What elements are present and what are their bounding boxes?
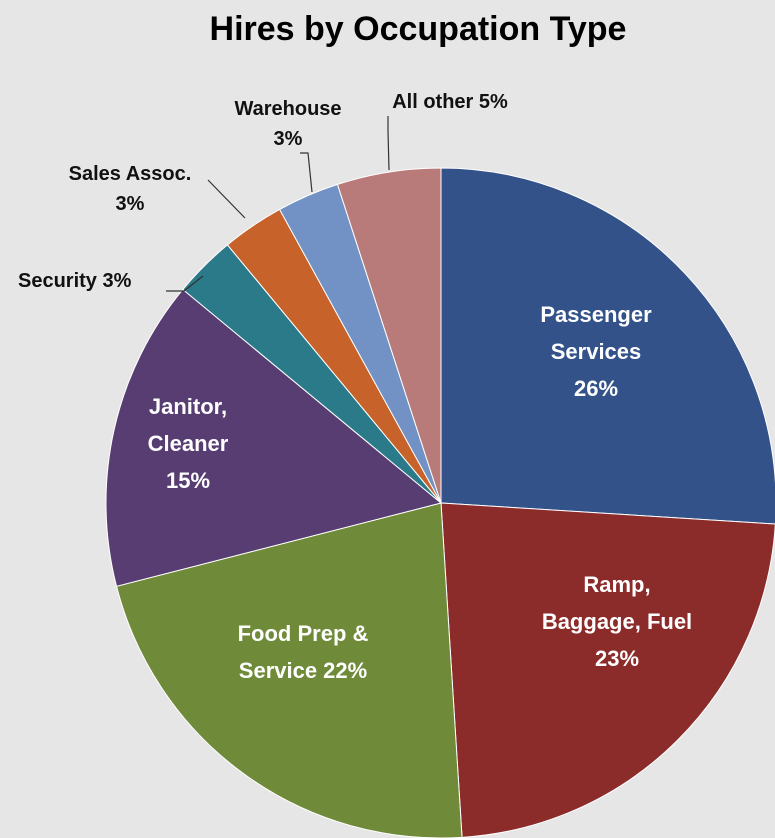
pie-slices: [105, 167, 775, 838]
slice-label-line: Passenger: [540, 302, 652, 327]
slice-label-line: Baggage, Fuel: [542, 609, 692, 634]
slice-label-line: All other 5%: [392, 91, 508, 113]
slice-label-line: 15%: [166, 468, 210, 493]
slice-label-line: Cleaner: [148, 431, 229, 456]
slice-label-line: Services: [551, 339, 642, 364]
slice-label-line: Sales Assoc.: [69, 163, 192, 185]
leader-line-security: [166, 275, 204, 292]
pie-slice-all-other: [336, 167, 442, 504]
leader-line-sales-assoc: [207, 179, 246, 219]
slice-label-food-prep-service: Food Prep & Service 22%: [238, 621, 369, 683]
slice-label-all-other: All other 5%: [392, 91, 508, 113]
slice-labels: Passenger Services 26% Ramp, Baggage, Fuel 23…: [18, 91, 692, 683]
chart-title: Hires by Occupation Type: [210, 10, 627, 48]
pie-slice-passenger-services: [440, 167, 775, 525]
slice-label-line: Ramp,: [583, 572, 650, 597]
leader-line-all-other: [387, 116, 390, 171]
slice-label-security: Security 3%: [18, 270, 132, 292]
slice-label-line: Service 22%: [239, 658, 367, 683]
leader-line-warehouse: [300, 152, 313, 193]
slice-label-line: Security 3%: [18, 270, 132, 292]
slice-label-line: 23%: [595, 646, 639, 671]
leader-lines: [166, 116, 390, 292]
pie-slice-ramp-baggage-fuel: [440, 502, 775, 838]
pie-slice-food-prep-service: [115, 502, 463, 838]
slice-label-line: 3%: [116, 193, 145, 215]
slice-label-warehouse: Warehouse 3%: [234, 98, 341, 150]
slice-label-line: Food Prep &: [238, 621, 369, 646]
slice-label-ramp-baggage-fuel: Ramp, Baggage, Fuel 23%: [542, 572, 692, 671]
pie-slice-janitor-cleaner: [105, 288, 443, 587]
slice-label-line: 3%: [274, 128, 303, 150]
slice-label-line: Warehouse: [234, 98, 341, 120]
slice-label-sales-assoc: Sales Assoc. 3%: [69, 163, 192, 215]
slice-label-janitor-cleaner: Janitor, Cleaner 15%: [148, 394, 229, 493]
slice-label-passenger-services: Passenger Services 26%: [540, 302, 652, 401]
slice-label-line: 26%: [574, 376, 618, 401]
slice-label-line: Janitor,: [149, 394, 227, 419]
